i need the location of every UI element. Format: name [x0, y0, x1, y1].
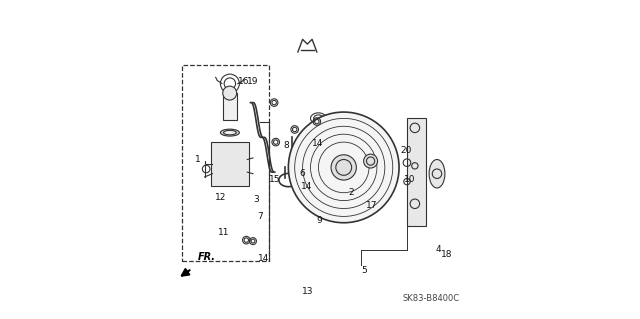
Text: 6: 6 — [299, 169, 305, 178]
Ellipse shape — [223, 130, 236, 135]
Text: 19: 19 — [247, 77, 259, 85]
Text: 15: 15 — [269, 174, 281, 184]
Text: 10: 10 — [404, 174, 415, 184]
Text: 14: 14 — [258, 254, 269, 263]
Text: 4: 4 — [436, 245, 442, 254]
Circle shape — [364, 154, 378, 168]
Bar — [407, 118, 426, 226]
Ellipse shape — [429, 160, 445, 188]
Text: 7: 7 — [258, 212, 264, 221]
Text: 2: 2 — [348, 188, 354, 197]
Text: 12: 12 — [214, 193, 226, 202]
Text: SK83-B8400C: SK83-B8400C — [402, 294, 459, 303]
Text: 9: 9 — [316, 216, 322, 225]
Text: 16: 16 — [237, 77, 249, 85]
Ellipse shape — [220, 129, 239, 136]
Text: 3: 3 — [253, 195, 259, 204]
Circle shape — [289, 112, 399, 223]
Text: 14: 14 — [312, 138, 323, 148]
Text: 5: 5 — [362, 266, 367, 275]
Text: 1: 1 — [195, 155, 201, 164]
Text: 20: 20 — [401, 146, 412, 155]
Bar — [223, 93, 237, 120]
Circle shape — [223, 86, 237, 100]
Text: FR.: FR. — [198, 252, 216, 262]
Text: 18: 18 — [441, 250, 452, 259]
FancyBboxPatch shape — [211, 142, 249, 186]
Text: 17: 17 — [366, 201, 378, 210]
Text: 14: 14 — [301, 182, 312, 191]
Text: 8: 8 — [283, 141, 289, 150]
FancyBboxPatch shape — [182, 65, 269, 261]
Text: 11: 11 — [218, 228, 229, 237]
Text: 13: 13 — [302, 287, 314, 296]
Circle shape — [331, 155, 356, 180]
